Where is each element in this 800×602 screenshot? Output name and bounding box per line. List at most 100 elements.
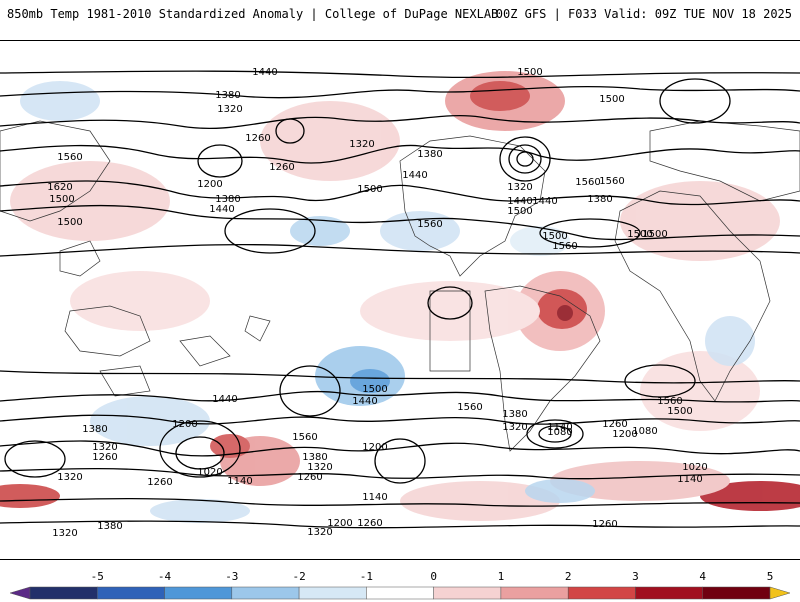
contour-label: 1320 [92, 442, 117, 453]
colorbar-swatch [231, 586, 300, 600]
contour-label: 1320 [502, 422, 527, 433]
colorbar-tick-label: 5 [766, 570, 774, 583]
colorbar-swatch [500, 586, 569, 600]
contour-label: 1560 [57, 152, 82, 163]
colorbar-swatches [9, 586, 791, 600]
contour-label: 1140 [362, 492, 387, 503]
colorbar-tick-label: 3 [632, 570, 639, 583]
contour-label: 1320 [57, 472, 82, 483]
colorbar-tick-label: -1 [359, 570, 373, 583]
contour-label: 1200 [197, 179, 222, 190]
contour-label: 1320 [217, 104, 242, 115]
contour-label: 1260 [357, 518, 382, 529]
contour-label: 1140 [227, 476, 252, 487]
contour-label: 1500 [507, 206, 532, 217]
contour-label: 1380 [502, 409, 527, 420]
colorbar-swatch [366, 586, 434, 600]
contour-label: 1380 [302, 452, 327, 463]
contour-label: 1440 [252, 67, 277, 78]
colorbar-tick-label: -2 [292, 570, 306, 583]
contour-label: 1500 [57, 217, 82, 228]
contour-label: 1260 [602, 419, 627, 430]
contour-label: 1260 [147, 477, 172, 488]
contour-label: 1500 [357, 184, 382, 195]
colorbar-tick-label: 1 [497, 570, 505, 583]
contour-label: 1380 [215, 194, 240, 205]
contour-label: 1440 [209, 204, 234, 215]
contour-label: 1440 [532, 196, 557, 207]
contour-label: 1500 [667, 406, 692, 417]
contour-label: 1380 [97, 521, 122, 532]
colorbar-swatch [164, 586, 233, 600]
contour-label: 1380 [587, 194, 612, 205]
contour-label: 1560 [575, 177, 600, 188]
contour-label: 1140 [547, 422, 572, 433]
contour-label: 1260 [592, 519, 617, 530]
colorbar-tick-label: 0 [430, 570, 437, 583]
contour-label: 1380 [215, 90, 240, 101]
colorbar-ticks: -5 -4 -3 -2 -1 0 1 2 3 4 5 [0, 568, 800, 583]
colorbar-swatch [769, 586, 791, 600]
contour-label: 1020 [682, 462, 707, 473]
colorbar-swatch [29, 586, 98, 600]
colorbar-swatch [567, 586, 636, 600]
contour-label: 1560 [657, 396, 682, 407]
contour-label: 1320 [307, 527, 332, 538]
contour-label: 1080 [547, 427, 572, 438]
colorbar-swatch [635, 586, 703, 600]
colorbar-tick-label: -4 [157, 570, 172, 583]
contour-label: 1560 [552, 241, 577, 252]
contour-label: 1260 [297, 472, 322, 483]
colorbar-tick-label: -3 [225, 570, 239, 583]
contour-label: 1560 [599, 176, 624, 187]
map-canvas: 1440138013201260156016201500120014401380… [0, 41, 800, 559]
model-run-info: 00Z GFS | F033 Valid: 09Z TUE NOV 18 202… [495, 7, 792, 21]
contour-label: 1500 [642, 229, 667, 240]
contour-label: 1080 [632, 426, 657, 437]
contour-label: 1140 [677, 474, 702, 485]
contour-label: 1440 [507, 196, 532, 207]
contour-labels: 1440138013201260156016201500120014401380… [47, 67, 707, 539]
contour-label: 1200 [362, 442, 387, 453]
contour-label: 1380 [417, 149, 442, 160]
contour-label: 1380 [82, 424, 107, 435]
map-title: 850mb Temp 1981-2010 Standardized Anomal… [7, 7, 499, 21]
colorbar-swatch [97, 586, 165, 600]
contour-label: 1020 [197, 467, 222, 478]
colorbar-swatch [702, 586, 771, 600]
contour-label: 1200 [172, 419, 197, 430]
colorbar-swatch [433, 586, 502, 600]
contour-label: 1260 [269, 162, 294, 173]
contour-label: 1260 [245, 133, 270, 144]
cool-anomaly-shading [20, 81, 755, 523]
contour-label: 1260 [92, 452, 117, 463]
colorbar-tick-label: 2 [564, 570, 572, 583]
contour-label: 1440 [352, 396, 377, 407]
contour-label: 1320 [349, 139, 374, 150]
contour-label: 1440 [402, 170, 427, 181]
contour-label: 1500 [542, 231, 567, 242]
contour-label: 1500 [362, 384, 387, 395]
contour-label: 1320 [52, 528, 77, 539]
contour-label: 1560 [417, 219, 442, 230]
anomaly-map[interactable]: 1440 1380 1320 1260 1560 1620 1500 1200 1440 1380… [0, 40, 800, 560]
colorbar-swatch [9, 586, 31, 600]
contour-label: 1560 [292, 432, 317, 443]
contour-label: 1200 [612, 429, 637, 440]
contour-label: 1320 [307, 462, 332, 473]
height-contours [0, 70, 800, 529]
contour-label: 1560 [457, 402, 482, 413]
colorbar-swatch [298, 586, 367, 600]
contour-label: 1500 [517, 67, 542, 78]
colorbar-tick-label: -5 [90, 570, 104, 583]
colorbar-tick-label: 4 [699, 570, 707, 583]
contour-label: 1500 [627, 229, 652, 240]
colorbar: -5 -4 -3 -2 -1 0 1 2 3 4 5 [0, 568, 800, 600]
contour-label: 1440 [212, 394, 237, 405]
contour-label: 1500 [49, 194, 74, 205]
contour-label: 1500 [599, 94, 624, 105]
contour-label: 1320 [507, 182, 532, 193]
header: 850mb Temp 1981-2010 Standardized Anomal… [0, 0, 800, 40]
contour-label: 1200 [327, 518, 352, 529]
contour-label: 1620 [47, 182, 72, 193]
